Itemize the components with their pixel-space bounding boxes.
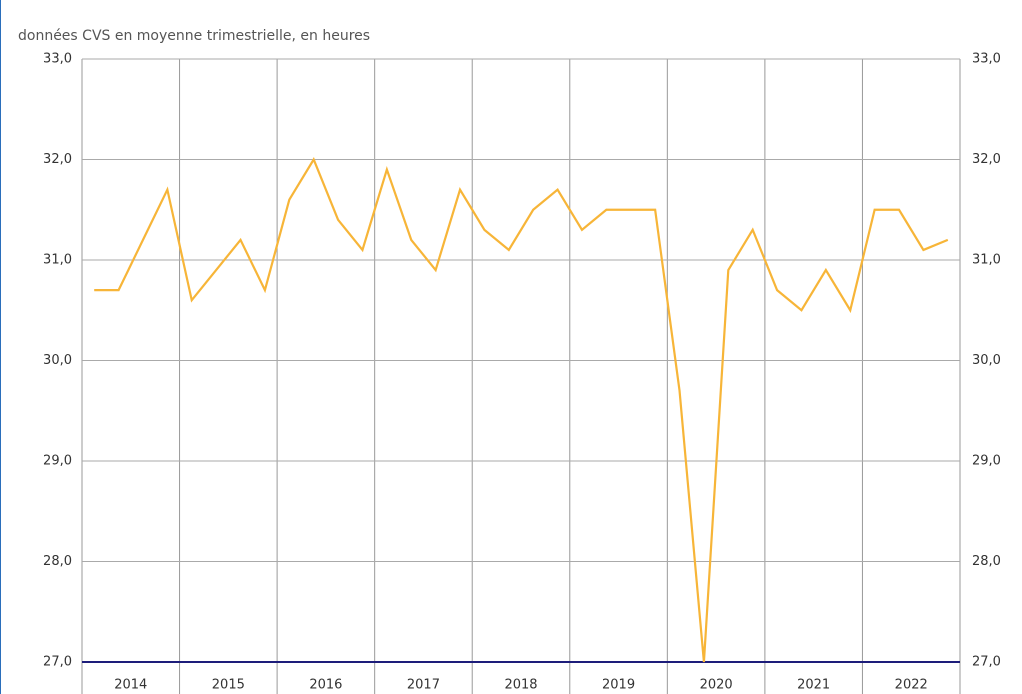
x-tick-label: 2014 [114, 678, 147, 693]
y2-tick-label: 31,0 [972, 253, 1001, 268]
x-tick-label: 2016 [309, 678, 342, 693]
x-tick-label: 2019 [602, 678, 635, 693]
y-tick-label: 33,0 [43, 52, 72, 67]
y2-tick-label: 33,0 [972, 52, 1001, 67]
y2-tick-label: 28,0 [972, 554, 1001, 569]
x-tick-label: 2022 [895, 678, 928, 693]
y2-tick-label: 30,0 [972, 353, 1001, 368]
x-tick-label: 2015 [212, 678, 245, 693]
y2-tick-label: 32,0 [972, 152, 1001, 167]
y2-tick-label: 29,0 [972, 454, 1001, 469]
y-tick-label: 32,0 [43, 152, 72, 167]
y-tick-label: 27,0 [43, 655, 72, 670]
y-tick-label: 31,0 [43, 253, 72, 268]
x-tick-label: 2021 [797, 678, 830, 693]
chart-subtitle: données CVS en moyenne trimestrielle, en… [18, 28, 370, 44]
x-tick-label: 2018 [504, 678, 537, 693]
series-line [94, 157, 949, 663]
x-tick-label: 2020 [700, 678, 733, 693]
y-tick-label: 29,0 [43, 454, 72, 469]
x-tick-label: 2017 [407, 678, 440, 693]
y-tick-label: 28,0 [43, 554, 72, 569]
y-tick-label: 30,0 [43, 353, 72, 368]
y2-tick-label: 27,0 [972, 655, 1001, 670]
